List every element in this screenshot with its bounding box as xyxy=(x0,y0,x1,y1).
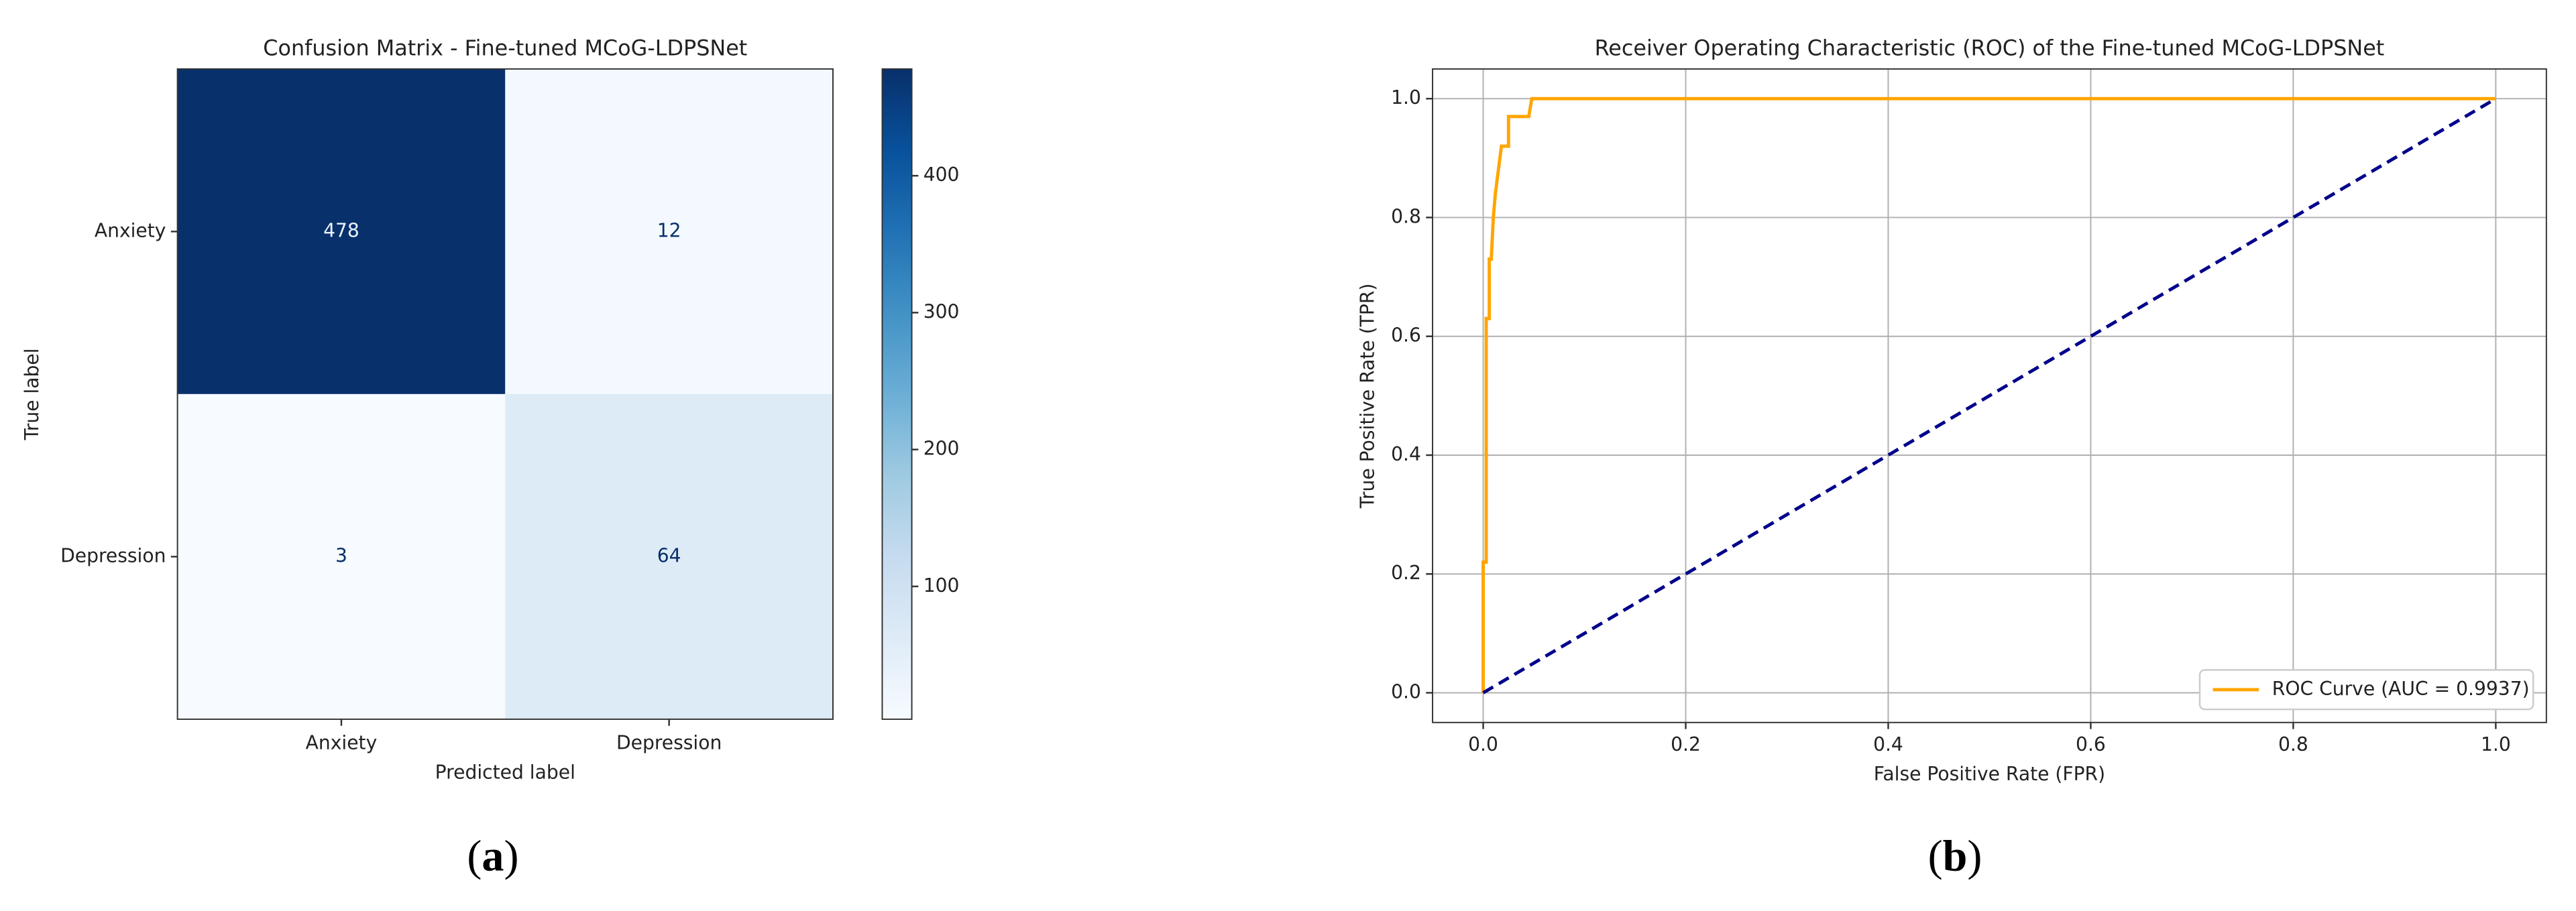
cell-label: 3 xyxy=(335,544,347,566)
caption: (a) xyxy=(467,832,518,881)
chart-title: Confusion Matrix - Fine-tuned MCoG-LDPSN… xyxy=(263,35,747,60)
caption-letter: b xyxy=(1943,832,1968,881)
cell-label: 64 xyxy=(657,544,681,566)
x-axis-label: False Positive Rate (FPR) xyxy=(1874,763,2105,785)
colorbar-tick-label: 300 xyxy=(923,300,960,322)
cell xyxy=(177,68,506,394)
y-axis-label: True label xyxy=(21,348,43,440)
cell xyxy=(177,393,506,719)
x-tick-label: 0.6 xyxy=(2076,733,2106,755)
y-tick-label: 0.2 xyxy=(1391,562,1421,584)
y-tick-label: Depression xyxy=(60,544,166,566)
caption-letter: a xyxy=(482,832,504,881)
y-tick-label: 0.8 xyxy=(1391,205,1421,227)
colorbar-tick-label: 200 xyxy=(923,438,960,460)
cell xyxy=(505,68,833,394)
y-tick-label: 0.4 xyxy=(1391,443,1421,465)
x-tick-label: Depression xyxy=(616,732,722,754)
colorbar-tick-label: 100 xyxy=(923,574,960,597)
y-tick-label: 0.0 xyxy=(1391,680,1421,703)
x-tick-label: 0.2 xyxy=(1671,733,1701,755)
cell-label: 12 xyxy=(657,219,681,241)
x-axis-label: Predicted label xyxy=(435,762,575,784)
line-series xyxy=(1482,97,2497,694)
frame xyxy=(1432,68,2547,723)
x-tick-label: 0.0 xyxy=(1468,733,1498,755)
cell-label: 478 xyxy=(323,219,359,241)
y-tick-label: Anxiety xyxy=(95,219,166,241)
x-tick-label: Anxiety xyxy=(306,732,378,754)
caption: (b) xyxy=(1928,832,1982,881)
y-axis-label: True Positive Rate (TPR) xyxy=(1357,284,1379,509)
legend-box xyxy=(2198,669,2534,711)
y-tick-label: 1.0 xyxy=(1391,86,1421,109)
colorbar xyxy=(881,68,913,720)
cell xyxy=(505,393,833,719)
chart-title: Receiver Operating Characteristic (ROC) … xyxy=(1595,35,2385,60)
frame xyxy=(176,68,834,720)
y-tick-label: 0.6 xyxy=(1391,324,1421,347)
line-series xyxy=(1481,97,2496,693)
legend-entry: ROC Curve (AUC = 0.9937) xyxy=(2272,678,2530,700)
colorbar-tick-label: 400 xyxy=(923,164,960,186)
x-tick-label: 1.0 xyxy=(2481,733,2511,755)
x-tick-label: 0.8 xyxy=(2278,733,2308,755)
x-tick-label: 0.4 xyxy=(1873,733,1903,755)
